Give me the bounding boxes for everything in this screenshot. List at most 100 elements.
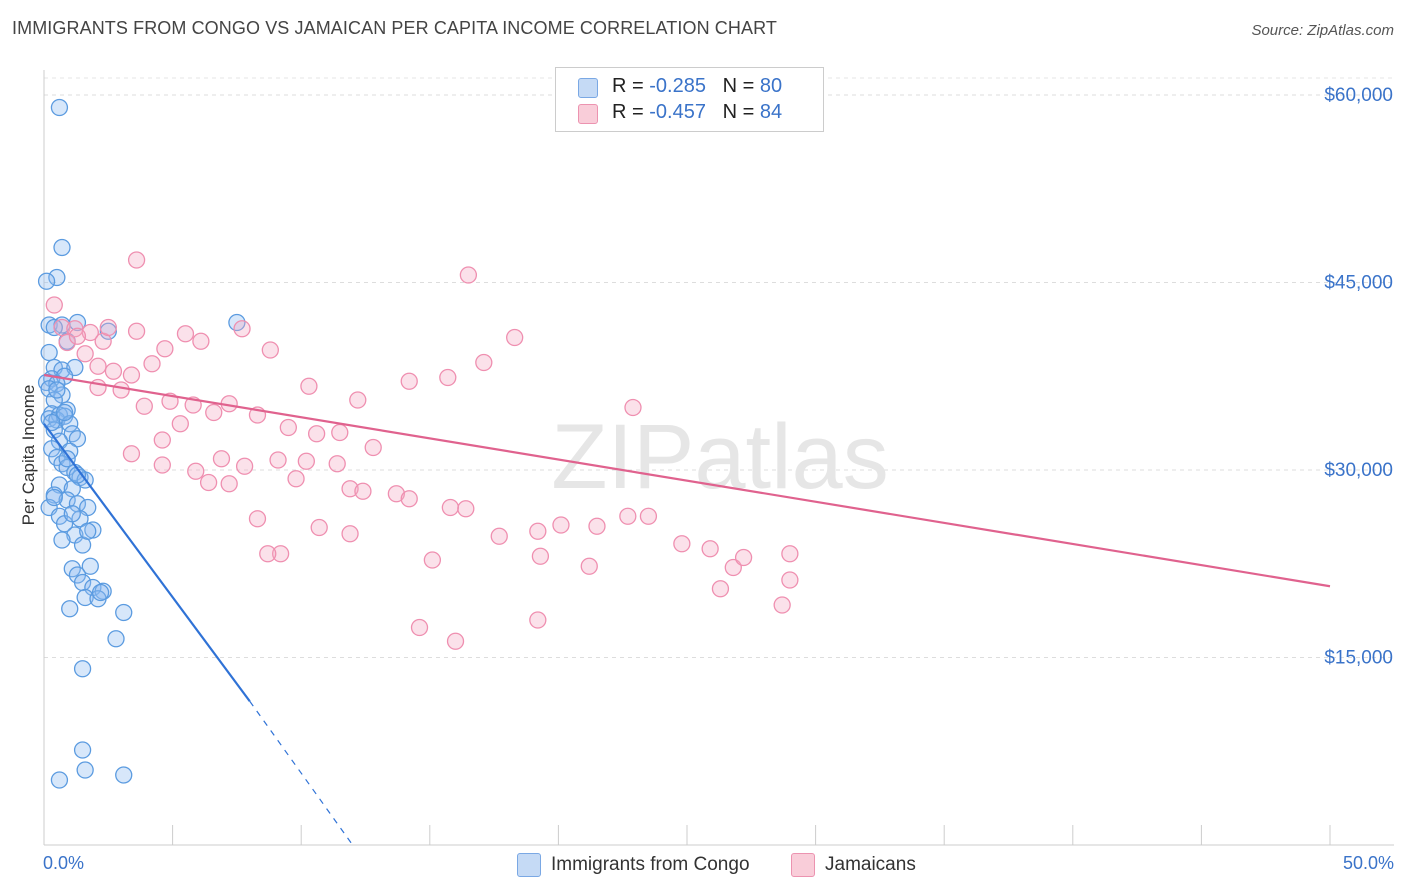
jamaican-point (529, 522, 547, 540)
congo-point (91, 583, 110, 602)
jamaican-point (269, 451, 287, 469)
congo-point (53, 531, 71, 549)
congo-point (115, 603, 133, 622)
congo-point (48, 268, 66, 287)
jamaican-point (261, 341, 279, 359)
jamaican-point (104, 362, 123, 380)
jamaican-point (441, 498, 460, 517)
grid-lines (44, 77, 1394, 658)
jamaican-point (773, 596, 791, 614)
jamaican-point (271, 545, 290, 563)
congo-point (45, 488, 63, 507)
congo-point (43, 440, 61, 458)
jamaican-point (112, 381, 130, 399)
legend-r-label: R = (612, 101, 650, 123)
bottom-legend-congo: Immigrants from Congo (517, 853, 750, 877)
watermark: ZIPatlas (551, 406, 888, 508)
congo-point (50, 771, 69, 789)
jamaican-point (187, 462, 205, 480)
jamaican-point (233, 320, 251, 338)
jamaican-point (580, 557, 598, 575)
jamaican-point (724, 558, 742, 577)
congo-trend-line (43, 423, 251, 702)
congo-point (61, 600, 79, 618)
congo-point (76, 588, 94, 607)
jamaican-point (171, 415, 189, 433)
congo-point (48, 381, 66, 399)
jamaican-point (439, 368, 457, 387)
congo-point (115, 766, 133, 784)
jamaican-point (220, 475, 238, 493)
jamaican-point (287, 470, 305, 488)
jamaican-point (143, 355, 161, 373)
jamaican-point (127, 322, 146, 340)
jamaican-point (331, 423, 349, 442)
congo-point (58, 450, 76, 468)
jamaican-point (354, 482, 372, 500)
jamaican-point (410, 618, 429, 637)
jamaican-point (53, 318, 71, 337)
jamaican-point (279, 418, 297, 437)
jamaican-point (205, 403, 223, 422)
series-congo-points (37, 98, 246, 789)
series-jamaicans-points (45, 251, 799, 650)
congo-point (45, 391, 63, 409)
congo-point (99, 322, 117, 340)
jamaican-point (349, 391, 367, 409)
jamaican-point (297, 452, 315, 470)
legend-n-label: N = (722, 75, 760, 97)
jamaican-point (192, 332, 210, 350)
legend-n-label: N = (722, 101, 760, 123)
jamaican-trend-line (43, 373, 1331, 588)
legend-swatch-congo (578, 78, 598, 98)
jamaican-point (300, 377, 318, 395)
jamaican-point (506, 328, 524, 347)
x-tick-label-min: 0.0% (43, 853, 85, 873)
legend-n-value: 84 (759, 101, 783, 123)
jamaican-point (475, 353, 493, 372)
legend-r-value: -0.457 (649, 101, 706, 123)
jamaican-point (45, 296, 63, 314)
axes (43, 70, 1394, 846)
y-tick-label: $15,000 (1324, 648, 1393, 669)
bottom-legend-swatch-jamaicans (791, 853, 815, 877)
jamaican-point (212, 450, 231, 468)
jamaican-point (76, 345, 94, 363)
jamaican-point (99, 318, 117, 337)
jamaican-point (127, 251, 146, 269)
jamaican-point (307, 425, 326, 443)
jamaican-point (446, 632, 465, 650)
jamaican-point (781, 545, 799, 563)
jamaican-point (673, 535, 691, 553)
jamaican-point (490, 527, 508, 545)
chart-title: IMMIGRANTS FROM CONGO VS JAMAICAN PER CA… (12, 18, 777, 38)
jamaican-point (639, 507, 658, 525)
jamaican-point (400, 490, 418, 508)
jamaican-point (153, 431, 171, 449)
jamaican-point (89, 357, 107, 375)
jamaican-point (81, 323, 99, 342)
congo-point (63, 505, 81, 523)
jamaican-point (364, 438, 382, 457)
jamaican-point (199, 473, 218, 492)
jamaican-point (387, 485, 406, 503)
jamaican-point (734, 548, 753, 567)
jamaican-point (619, 507, 637, 525)
bottom-legend-label-jamaicans: Jamaicans (825, 854, 916, 876)
jamaican-point (457, 500, 475, 518)
jamaican-point (711, 580, 730, 598)
y-axis-label: Per Capita Income (19, 384, 38, 526)
jamaican-point (135, 397, 153, 415)
congo-point (68, 430, 87, 448)
jamaican-point (122, 445, 141, 463)
y-tick-label: $45,000 (1324, 273, 1393, 294)
congo-point (73, 741, 92, 759)
jamaican-point (341, 525, 359, 543)
jamaican-point (58, 333, 76, 352)
congo-point (81, 557, 99, 575)
congo-trend-extension (249, 700, 354, 846)
legend: R = -0.285 N = 80 R = -0.457 N = 84 (555, 67, 824, 132)
jamaican-point (701, 540, 719, 558)
jamaican-point (341, 480, 359, 498)
